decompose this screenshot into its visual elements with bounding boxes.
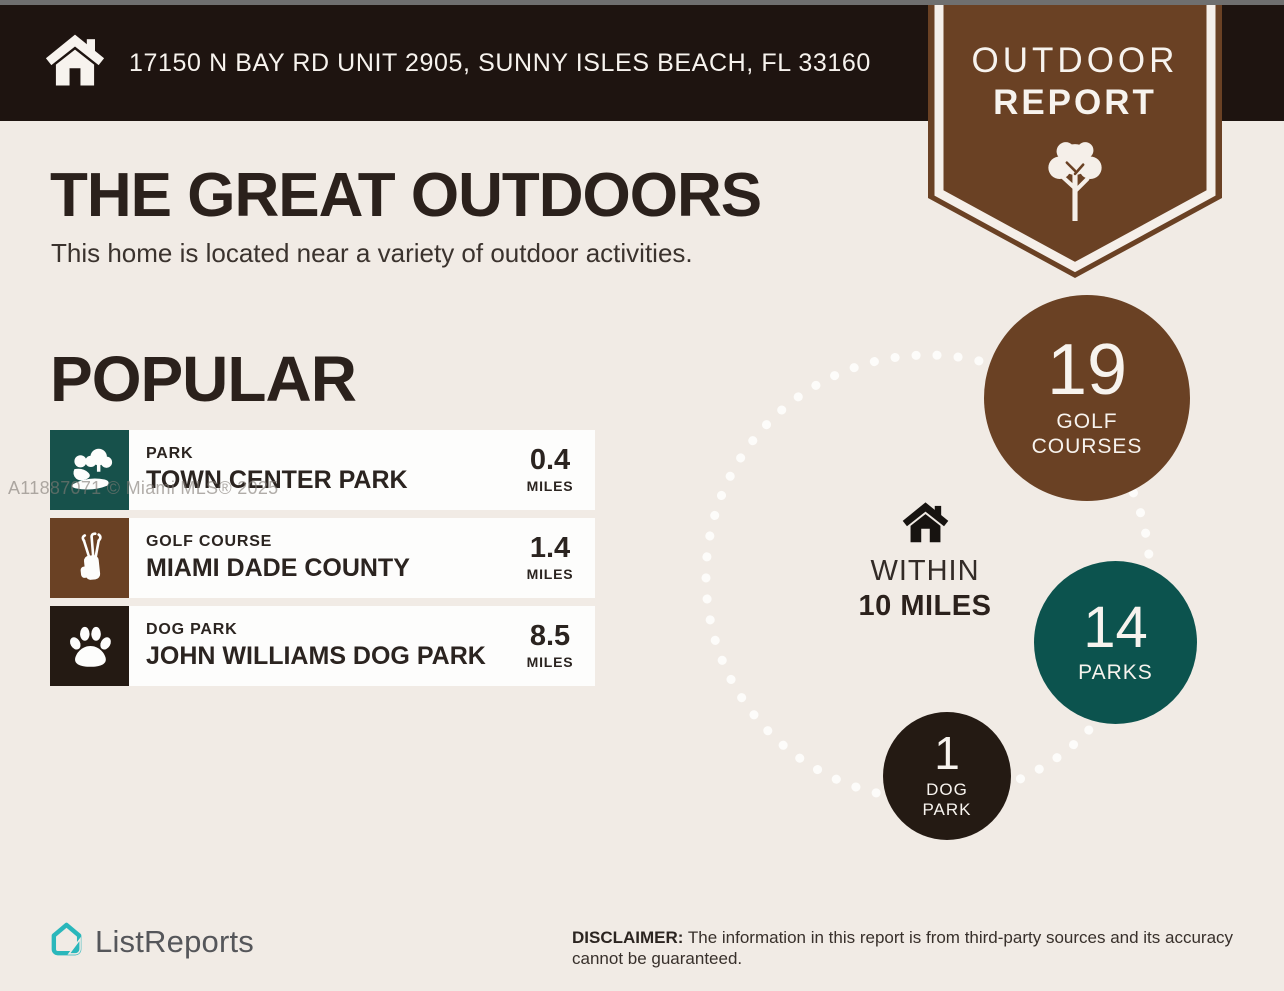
popular-heading: POPULAR bbox=[50, 343, 357, 415]
place-name: MIAMI DADE COUNTY bbox=[146, 554, 410, 582]
dog-park-bubble: 1 DOG PARK bbox=[883, 712, 1011, 840]
golf-courses-bubble: 19 GOLF COURSES bbox=[984, 295, 1190, 501]
house-icon bbox=[902, 502, 949, 549]
category-label: GOLF COURSE bbox=[146, 533, 273, 550]
category-label: DOG PARK bbox=[146, 621, 238, 638]
distance-value: 0.4 bbox=[529, 444, 571, 476]
home-icon bbox=[45, 34, 105, 93]
radius-center-label: WITHIN 10 MILES bbox=[825, 502, 1025, 623]
disclaimer-label: DISCLAIMER: bbox=[572, 928, 684, 947]
distance-block: 8.5 MILES bbox=[521, 620, 579, 671]
place-name: TOWN CENTER PARK bbox=[146, 466, 408, 494]
page-title: THE GREAT OUTDOORS bbox=[50, 161, 762, 230]
ten-miles-label: 10 MILES bbox=[858, 590, 992, 622]
within-label: WITHIN bbox=[870, 555, 980, 587]
golf-courses-count: 19 bbox=[1046, 330, 1128, 411]
parks-bubble: 14 PARKS bbox=[1034, 561, 1197, 724]
distance-value: 1.4 bbox=[529, 532, 571, 564]
distance-block: 1.4 MILES bbox=[521, 532, 579, 583]
place-name: JOHN WILLIAMS DOG PARK bbox=[146, 642, 486, 670]
distance-unit: MILES bbox=[526, 566, 574, 582]
dogpark-card: DOG PARK JOHN WILLIAMS DOG PARK 8.5 MILE… bbox=[129, 606, 595, 686]
page-subtitle: This home is located near a variety of o… bbox=[51, 238, 693, 268]
ribbon-banner-shape bbox=[928, 5, 1222, 278]
list-item-dogpark: DOG PARK JOHN WILLIAMS DOG PARK 8.5 MILE… bbox=[50, 606, 595, 686]
dog-park-count: 1 bbox=[934, 727, 960, 780]
mls-watermark: A11887071 © Miami MLS® 2025 bbox=[8, 478, 279, 498]
popular-list: PARK TOWN CENTER PARK 0.4 MILES bbox=[50, 430, 595, 686]
distance-block: 0.4 MILES bbox=[521, 444, 579, 495]
golf-courses-label: GOLF COURSES bbox=[1031, 410, 1143, 459]
ribbon-title-line1: OUTDOOR bbox=[971, 41, 1179, 80]
golf-bag-icon bbox=[50, 518, 129, 598]
distance-unit: MILES bbox=[526, 478, 574, 494]
listreports-brand: ListReports bbox=[48, 920, 254, 964]
dog-park-label: DOG PARK bbox=[922, 779, 972, 819]
list-item-park: PARK TOWN CENTER PARK 0.4 MILES bbox=[50, 430, 595, 510]
listreports-logo-icon bbox=[48, 920, 85, 964]
brand-name: ListReports bbox=[95, 924, 254, 959]
parks-count: 14 bbox=[1083, 594, 1148, 660]
distance-value: 8.5 bbox=[529, 620, 571, 652]
parks-label: PARKS bbox=[1078, 660, 1153, 684]
paw-icon bbox=[50, 606, 129, 686]
top-gray-strip bbox=[0, 0, 1284, 5]
ribbon-title-line2: REPORT bbox=[993, 83, 1157, 122]
list-item-golf: GOLF COURSE MIAMI DADE COUNTY 1.4 MILES bbox=[50, 518, 595, 598]
park-icon bbox=[50, 430, 129, 510]
distance-unit: MILES bbox=[526, 654, 574, 670]
category-label: PARK bbox=[146, 445, 194, 462]
outdoor-report-ribbon: OUTDOOR REPORT bbox=[928, 5, 1222, 280]
property-address: 17150 N BAY RD UNIT 2905, SUNNY ISLES BE… bbox=[129, 48, 871, 77]
park-card: PARK TOWN CENTER PARK 0.4 MILES bbox=[129, 430, 595, 510]
disclaimer-text: The information in this report is from t… bbox=[572, 928, 1234, 968]
golf-card: GOLF COURSE MIAMI DADE COUNTY 1.4 MILES bbox=[129, 518, 595, 598]
disclaimer: DISCLAIMER: The information in this repo… bbox=[572, 927, 1236, 969]
tree-icon bbox=[1039, 137, 1111, 226]
